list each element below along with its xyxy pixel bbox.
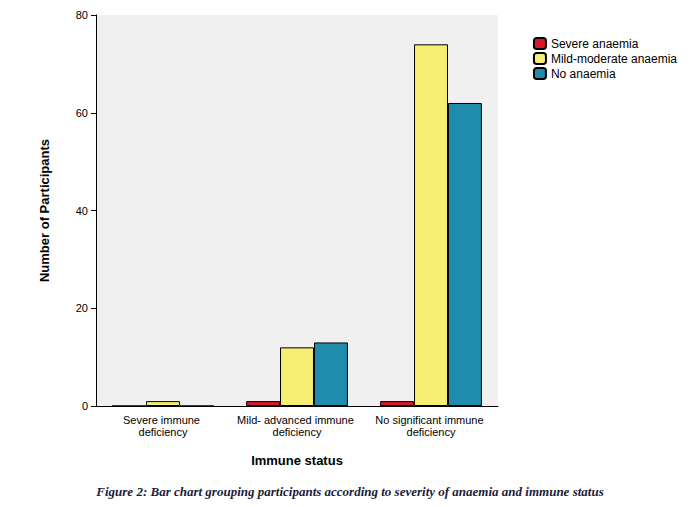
svg-text:Severe anaemia: Severe anaemia (551, 37, 639, 51)
svg-text:40: 40 (76, 205, 88, 217)
svg-text:60: 60 (76, 107, 88, 119)
svg-text:deficiency: deficiency (407, 426, 456, 438)
svg-text:Immune status: Immune status (251, 453, 343, 468)
svg-text:deficiency: deficiency (273, 426, 322, 438)
svg-text:Severe immune: Severe immune (123, 414, 203, 426)
svg-text:No anaemia: No anaemia (551, 67, 616, 81)
svg-text:Figure 2: Bar chart grouping p: Figure 2: Bar chart grouping participant… (95, 484, 603, 499)
svg-text:20: 20 (76, 302, 88, 314)
svg-text:80: 80 (76, 9, 88, 21)
svg-text:Number of Participants: Number of Participants (37, 139, 52, 282)
svg-text:0: 0 (82, 400, 88, 412)
svg-text:Mild-moderate anaemia: Mild-moderate anaemia (551, 52, 677, 66)
svg-text:No significant immune: No significant immune (375, 414, 486, 426)
svg-text:Mild- advanced immune: Mild- advanced immune (237, 414, 357, 426)
svg-text:deficiency: deficiency (139, 426, 188, 438)
